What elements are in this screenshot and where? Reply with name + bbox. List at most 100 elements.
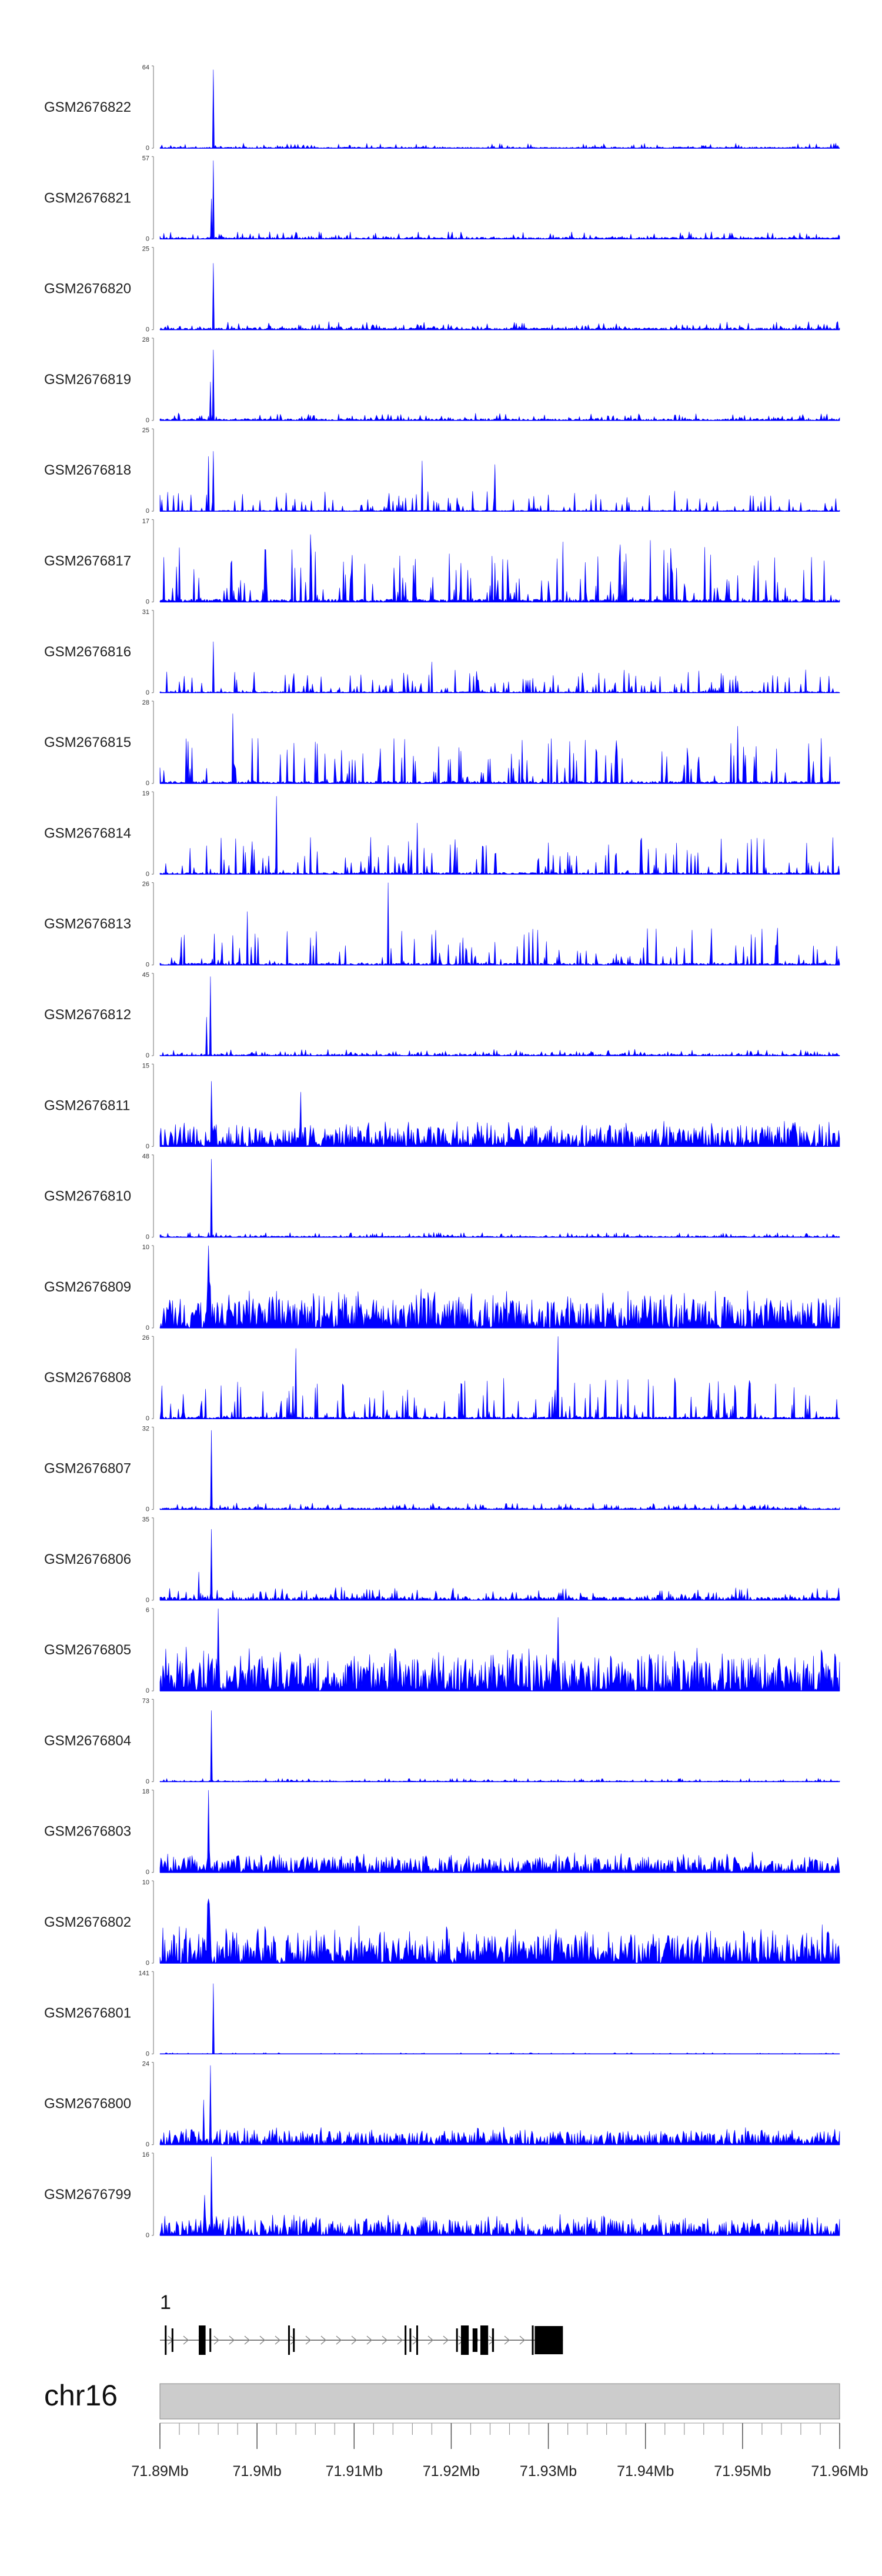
track-ymin-label: 0 [146, 1506, 149, 1513]
genome-axis: 71.89Mb 71.9Mb 71.91Mb 71.92Mb 71.93Mb 71.94M… [131, 2422, 868, 2480]
track-signal-area [159, 1609, 840, 1691]
track-label: GSM2676818 [44, 462, 131, 478]
track-GSM2676803: GSM2676803 18 0 [44, 1788, 840, 1876]
strand-chevron [305, 2335, 312, 2345]
track-ymax-label: 25 [142, 427, 149, 434]
axis-tick-label: 71.9Mb [232, 2463, 281, 2480]
track-ymin-label: 0 [146, 417, 149, 424]
track-ymax-label: 17 [142, 518, 149, 525]
track-GSM2676806: GSM2676806 35 0 [44, 1516, 840, 1604]
gene-exon [165, 2325, 167, 2355]
gene-exon [480, 2325, 489, 2355]
track-signal-area [159, 713, 840, 785]
track-label: GSM2676820 [44, 281, 131, 297]
track-ymin-label: 0 [146, 1143, 149, 1150]
track-GSM2676801: GSM2676801 141 0 [44, 1970, 840, 2057]
track-label: GSM2676816 [44, 644, 131, 660]
axis-tick-label: 71.91Mb [326, 2463, 383, 2480]
track-GSM2676810: GSM2676810 48 0 [44, 1153, 840, 1241]
strand-chevron [320, 2335, 327, 2345]
track-GSM2676819: GSM2676819 28 0 [44, 336, 840, 424]
track-label: GSM2676813 [44, 916, 131, 932]
strand-chevron [504, 2335, 510, 2345]
track-label: GSM2676810 [44, 1189, 131, 1204]
track-GSM2676805: GSM2676805 6 0 [44, 1607, 840, 1694]
track-label: GSM2676807 [44, 1461, 131, 1477]
track-signal-area [159, 1159, 840, 1238]
track-ymax-label: 16 [142, 2151, 149, 2158]
track-ymax-label: 48 [142, 1153, 149, 1160]
track-ymin-label: 0 [146, 2050, 149, 2057]
axis-tick-label: 71.96Mb [811, 2463, 868, 2480]
track-GSM2676808: GSM2676808 26 0 [44, 1334, 840, 1422]
chromosome-label: chr16 [44, 2379, 118, 2412]
track-GSM2676812: GSM2676812 45 0 [44, 972, 840, 1059]
track-signal-area [159, 1529, 840, 1601]
track-ymin-label: 0 [146, 689, 149, 696]
track-label: GSM2676800 [44, 2096, 131, 2112]
track-ymax-label: 19 [142, 790, 149, 797]
gene-exon [416, 2325, 418, 2355]
track-GSM2676821: GSM2676821 57 0 [44, 155, 840, 242]
track-ymin-label: 0 [146, 508, 149, 515]
track-label: GSM2676809 [44, 1279, 131, 1295]
track-ymin-label: 0 [146, 1234, 149, 1241]
gene-exon [472, 2328, 478, 2352]
strand-chevron [519, 2335, 526, 2345]
track-GSM2676814: GSM2676814 19 0 [44, 790, 840, 877]
track-ymin-label: 0 [146, 1415, 149, 1422]
track-GSM2676813: GSM2676813 26 0 [44, 881, 840, 969]
track-signal-area [159, 160, 840, 240]
track-GSM2676807: GSM2676807 32 0 [44, 1426, 840, 1513]
track-label: GSM2676808 [44, 1370, 131, 1386]
track-ymax-label: 25 [142, 246, 149, 253]
chromosome-ideogram: chr16 [44, 2379, 840, 2420]
track-ymax-label: 10 [142, 1879, 149, 1886]
gene-exon [409, 2328, 412, 2352]
track-ymin-label: 0 [146, 2141, 149, 2148]
gene-exon [405, 2325, 407, 2355]
gene-exon [209, 2328, 212, 2352]
track-ymax-label: 64 [142, 64, 149, 71]
track-label: GSM2676811 [44, 1097, 130, 1113]
track-ymax-label: 35 [142, 1516, 149, 1523]
gene-exon [199, 2325, 206, 2355]
track-ymax-label: 32 [142, 1426, 149, 1433]
track-ymin-label: 0 [146, 1052, 149, 1059]
strand-chevron [229, 2335, 235, 2345]
track-GSM2676800: GSM2676800 24 0 [44, 2061, 840, 2148]
strand-chevron [443, 2335, 449, 2345]
track-ymax-label: 28 [142, 699, 149, 706]
track-signal-area [159, 1983, 840, 2054]
track-signal-area [159, 1081, 840, 1147]
strand-chevron [397, 2335, 403, 2345]
track-GSM2676811: GSM2676811 15 0 [44, 1062, 840, 1150]
track-signal-area [159, 1336, 840, 1420]
track-ymin-label: 0 [146, 870, 149, 877]
track-label: GSM2676805 [44, 1642, 131, 1658]
strand-chevron [213, 2335, 220, 2345]
track-GSM2676816: GSM2676816 31 0 [44, 609, 840, 696]
chromosome-band [159, 2383, 840, 2420]
track-ymax-label: 57 [142, 155, 149, 162]
track-ymax-label: 18 [142, 1788, 149, 1796]
axis-tick-label: 71.93Mb [520, 2463, 577, 2480]
track-ymax-label: 28 [142, 336, 149, 343]
track-label: GSM2676821 [44, 190, 131, 206]
track-GSM2676815: GSM2676815 28 0 [44, 699, 840, 787]
track-signal-area [159, 1245, 840, 1329]
track-ymin-label: 0 [146, 2232, 149, 2239]
gene-exon [456, 2328, 458, 2352]
strand-chevron [275, 2335, 281, 2345]
track-signal-area [159, 2156, 840, 2236]
track-ymin-label: 0 [146, 235, 149, 242]
track-signal-area [159, 1790, 840, 1873]
track-ymin-label: 0 [146, 145, 149, 152]
track-GSM2676804: GSM2676804 73 0 [44, 1697, 840, 1785]
strand-chevron [290, 2335, 296, 2345]
strand-chevron [259, 2335, 266, 2345]
track-ymax-label: 31 [142, 609, 149, 616]
track-ymin-label: 0 [146, 1869, 149, 1876]
track-ymin-label: 0 [146, 326, 149, 333]
strand-chevron [244, 2335, 250, 2345]
